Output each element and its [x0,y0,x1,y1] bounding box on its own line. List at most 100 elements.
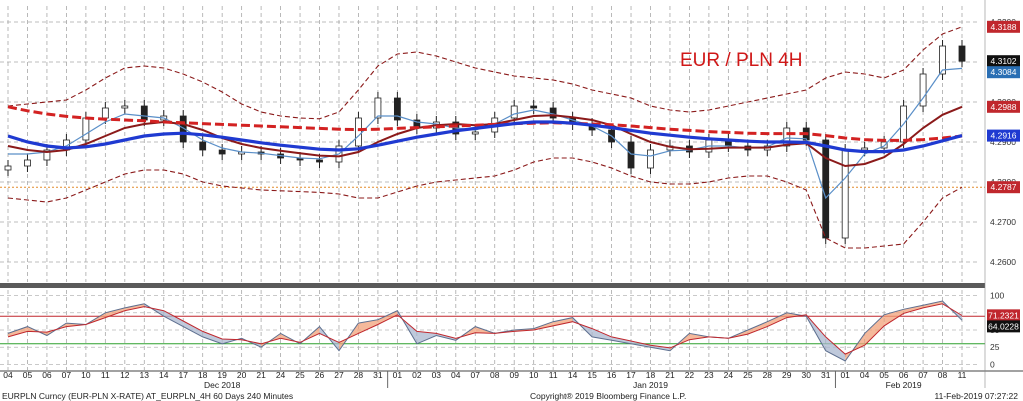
oscillator-fill-segment [416,331,437,344]
x-day-label: 08 [938,370,948,380]
x-day-label: 11 [958,370,967,380]
oscillator-fill-segment [825,336,846,362]
oscillator-fill-segment [689,333,709,340]
x-day-label: 27 [334,370,344,380]
candle-body [919,73,927,107]
oscillator-fill-segment [923,301,943,308]
oscillator-fill-segment [631,341,651,348]
panel-separator-bar [0,283,985,288]
x-day-label: 20 [237,370,247,380]
x-day-label: 25 [295,370,305,380]
x-month-label: Dec 2018 [204,380,241,390]
x-day-label: 28 [354,370,364,380]
x-day-label: 04 [3,370,13,380]
x-day-label: 09 [509,370,519,380]
x-day-label: 06 [42,370,52,380]
oscillator-fill-segment [183,321,203,337]
candle-body [43,149,51,161]
oscillator-tag [987,320,1020,333]
candle-body [199,141,207,151]
x-day-label: 11 [549,370,558,380]
x-day-label: 06 [899,370,909,380]
x-day-label: 02 [412,370,422,380]
x-month-label: Jan 2019 [633,380,668,390]
x-day-label: 07 [918,370,928,380]
slow-blue-ma-line [7,120,963,154]
panel-separators [0,0,1023,388]
candle-body [24,159,31,167]
candle-body [82,117,90,141]
candle-body [316,159,323,163]
candle-body [121,105,129,109]
footer-left: EURPLN Curncy (EUR-PLN X-RATE) AT_EURPLN… [2,391,293,401]
oscillator-fill-segment [202,331,223,344]
oscillator-tag-label: 71.2321 [988,310,1019,320]
candle-body [880,141,888,149]
x-day-label: 08 [490,370,500,380]
upper-y-tick-label: 4.2600 [990,257,1016,267]
candle-body [4,165,12,171]
slow-red-ma-line [7,105,963,142]
candle-body [861,147,869,151]
candle-body [510,105,518,119]
candle-body [355,117,362,147]
oscillator-fill-segment [358,319,378,334]
x-day-label: 28 [763,370,773,380]
oscillator-fill-segment [611,336,632,344]
upper-band-line [7,26,963,120]
lower-band-line [7,157,963,249]
x-day-label: 15 [587,370,597,380]
lower-y-tick-label: 0 [990,359,995,369]
candle-body [647,149,654,169]
x-day-label: 01 [393,370,403,380]
oscillator-fill-segment [650,345,670,351]
x-day-label: 18 [198,370,208,380]
price-tag [987,20,1020,33]
x-day-label: 31 [373,370,383,380]
x-day-label: 19 [217,370,227,380]
candle-body [783,127,791,147]
candle-body [822,139,830,239]
x-day-label: 24 [276,370,286,380]
chart-title: EUR / PLN 4H [680,50,802,71]
oscillator-fill-segment [553,317,573,326]
x-day-label: 23 [704,370,714,380]
lower-y-tick-label: 25 [990,342,1000,352]
candle-body [393,97,401,121]
price-tag-label: 4.2787 [991,182,1017,192]
upper-grid [0,6,985,282]
price-tag-label: 4.2916 [991,131,1017,141]
lower-y-tick-label: 100 [990,291,1004,301]
x-day-label: 10 [81,370,91,380]
x-day-label: 10 [529,370,539,380]
footer-right: 11-Feb-2019 07:27:22 [935,391,1019,401]
candle-body [627,141,635,169]
oscillator-fill-segment [864,314,885,346]
candle-body [841,149,849,239]
upper-series [4,26,966,249]
lower-series [7,300,963,362]
x-day-label: 03 [432,370,442,380]
candle-body [471,131,479,135]
x-day-label: 04 [860,370,870,380]
x-day-label: 21 [665,370,675,380]
oscillator-fill-segment [105,307,125,318]
footer-center: Copyright® 2019 Bloomberg Finance L.P. [530,391,686,401]
x-day-label: 18 [646,370,656,380]
price-tag [987,66,1020,79]
x-day-label: 14 [568,370,578,380]
price-tag [987,55,1020,68]
x-day-label: 17 [178,370,188,380]
price-tag-label: 4.3102 [991,56,1017,66]
oscillator-fill-segment [8,326,28,337]
x-month-label: Feb 2019 [886,380,922,390]
x-day-label: 07 [471,370,481,380]
x-day-label: 24 [724,370,734,380]
candle-body [939,45,946,75]
x-day-label: 25 [743,370,753,380]
oscillator-fill-segment [903,305,924,314]
x-day-label: 31 [821,370,831,380]
price-tag-label: 4.2988 [991,102,1017,112]
price-tag [987,100,1020,113]
